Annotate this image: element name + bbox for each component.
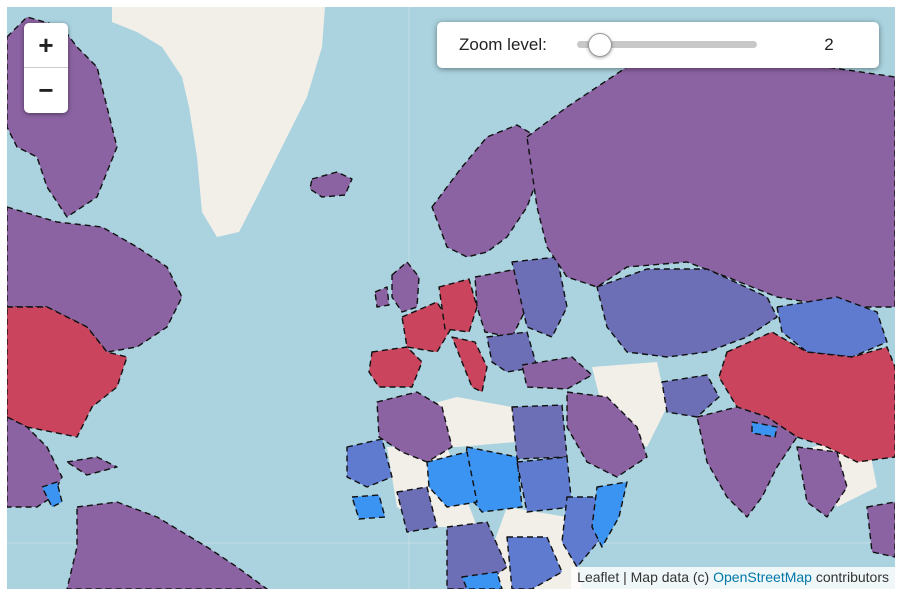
map-attribution: Leaflet | Map data (c) OpenStreetMap con… <box>571 567 895 589</box>
region-angola[interactable] <box>461 571 503 589</box>
region-ireland[interactable] <box>374 286 390 308</box>
region-italy[interactable] <box>451 336 488 393</box>
zoom-level-panel: Zoom level: 2 <box>437 22 879 68</box>
region-cuba[interactable] <box>66 456 118 476</box>
region-mongolia[interactable] <box>776 296 888 358</box>
region-afghanistan[interactable] <box>661 374 720 418</box>
region-turkey[interactable] <box>521 356 593 390</box>
region-germany[interactable] <box>438 278 478 333</box>
greenland <box>112 7 325 237</box>
region-egypt[interactable] <box>511 404 568 460</box>
attribution-suffix: contributors <box>811 569 889 585</box>
region-southeast-asia[interactable] <box>796 446 848 518</box>
region-spain[interactable] <box>368 346 423 388</box>
zoom-level-value: 2 <box>824 35 834 54</box>
zoom-control: + − <box>24 23 68 113</box>
region-china[interactable] <box>718 331 895 463</box>
region-united-states[interactable] <box>7 306 128 438</box>
region-indonesia-east[interactable] <box>866 501 895 558</box>
region-ethiopia[interactable] <box>561 496 603 568</box>
region-south-america[interactable] <box>66 501 268 589</box>
zoom-slider[interactable] <box>577 33 757 57</box>
region-niger[interactable] <box>426 451 478 508</box>
map-container[interactable]: + − Zoom level: 2 Leaflet | Map data (c)… <box>7 7 895 589</box>
region-morocco-algeria[interactable] <box>376 391 453 463</box>
map-canvas[interactable] <box>7 7 895 589</box>
region-kazakhstan[interactable] <box>596 268 778 358</box>
choropleth-regions <box>7 16 895 589</box>
region-iceland[interactable] <box>309 171 353 198</box>
region-mali[interactable] <box>346 438 393 488</box>
region-arabia[interactable] <box>566 391 648 478</box>
region-uk[interactable] <box>391 261 420 313</box>
region-ghana[interactable] <box>396 486 438 533</box>
zoom-out-button[interactable]: − <box>24 67 68 112</box>
region-guinea[interactable] <box>351 494 386 520</box>
zoom-level-label: Zoom level: <box>459 35 547 54</box>
region-nepal[interactable] <box>751 421 778 438</box>
region-balkans[interactable] <box>486 331 538 373</box>
region-central-america[interactable] <box>41 481 63 508</box>
region-france[interactable] <box>401 301 453 353</box>
openstreetmap-link[interactable]: OpenStreetMap <box>713 569 812 585</box>
region-drc[interactable] <box>506 536 563 589</box>
attribution-prefix: Leaflet | Map data (c) <box>577 569 714 585</box>
region-ukraine-belarus[interactable] <box>511 256 568 338</box>
zoom-in-button[interactable]: + <box>38 30 54 60</box>
zoom-slider-thumb[interactable] <box>587 33 612 57</box>
region-somalia[interactable] <box>591 481 628 548</box>
region-scandinavia[interactable] <box>431 124 543 258</box>
region-sudan[interactable] <box>516 456 573 513</box>
